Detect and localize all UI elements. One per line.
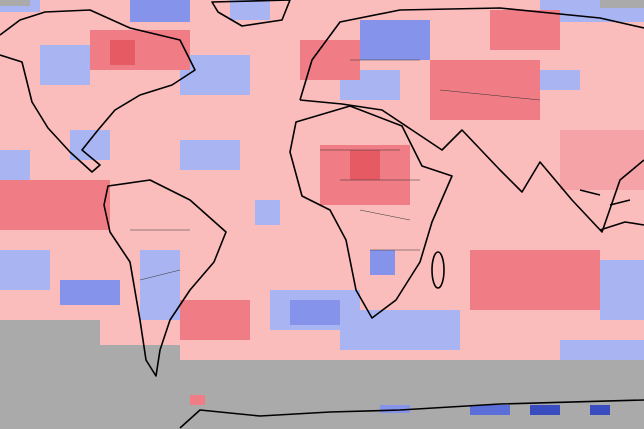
no-data-region — [0, 0, 30, 6]
borders — [130, 59, 541, 281]
cell — [590, 405, 610, 415]
antarctica — [179, 399, 644, 429]
cell — [180, 140, 240, 170]
cell — [350, 150, 380, 180]
south-america — [103, 179, 227, 377]
cell — [190, 395, 205, 405]
cell — [290, 300, 340, 325]
greenland — [211, 0, 291, 27]
cell — [430, 60, 540, 120]
cell — [130, 0, 190, 22]
islands — [579, 189, 644, 231]
cell — [140, 250, 180, 320]
cell — [380, 405, 410, 413]
cell — [470, 405, 510, 415]
cell — [530, 405, 560, 415]
cell — [230, 0, 270, 20]
cell — [470, 250, 600, 310]
cell — [600, 260, 644, 320]
cell — [180, 300, 250, 340]
cell — [60, 280, 120, 305]
cell — [0, 250, 50, 290]
cell — [0, 180, 110, 230]
cell — [340, 310, 460, 350]
africa — [289, 105, 453, 319]
cell — [360, 20, 430, 60]
north-america — [0, 9, 196, 173]
cell — [90, 30, 190, 70]
cell — [255, 200, 280, 225]
cell — [0, 150, 30, 180]
cell — [40, 45, 90, 85]
cell — [110, 40, 135, 65]
cell — [560, 130, 644, 190]
no-data-region — [600, 0, 644, 8]
madagascar — [431, 251, 445, 289]
cell — [370, 250, 395, 275]
eurasia — [299, 7, 644, 233]
anomaly-cells — [0, 0, 644, 360]
cell — [70, 130, 110, 160]
cell — [490, 10, 560, 50]
cell — [560, 340, 644, 360]
